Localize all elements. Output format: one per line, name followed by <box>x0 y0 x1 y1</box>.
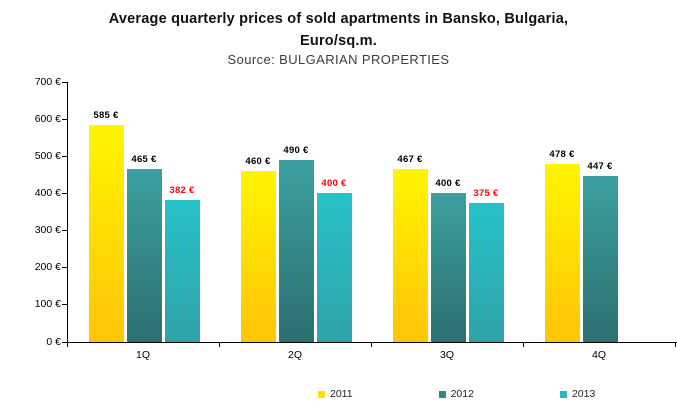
bar-slot: 382 € <box>164 82 200 342</box>
bar-slot: 465 € <box>126 82 162 342</box>
y-axis-tick <box>62 192 67 194</box>
bar-slot: 460 € <box>240 82 276 342</box>
legend-swatch-icon <box>438 390 446 398</box>
bar-value-label: 478 € <box>549 149 575 161</box>
bar-value-label: 400 € <box>321 178 347 190</box>
bar-2011-2Q <box>240 171 276 342</box>
legend-label: 2013 <box>571 388 596 400</box>
x-axis-tick <box>67 343 68 347</box>
y-axis-label: 0 € <box>46 335 61 348</box>
bar-slot: 467 € <box>392 82 428 342</box>
bar-2011-4Q <box>544 164 580 342</box>
y-axis-tick <box>62 341 67 343</box>
y-axis-tick <box>62 230 67 232</box>
bar-2013-3Q <box>468 202 504 342</box>
legend-item-2011: 2011 <box>318 388 353 400</box>
y-axis-label: 300 € <box>34 224 61 237</box>
legend-swatch-icon <box>318 390 325 398</box>
legend-swatch-icon <box>559 390 567 398</box>
bar-slot: 478 € <box>544 82 580 342</box>
legend-item-2012: 2012 <box>438 388 474 400</box>
chart-title-line1: Average quarterly prices of sold apartme… <box>108 11 569 27</box>
bar-value-label: 460 € <box>245 156 271 168</box>
bar-groups: 585 € 465 € 382 € 460 € 490 € 400 € 467 € 400 €… <box>68 82 677 342</box>
y-axis-tick <box>62 155 67 157</box>
x-axis-tick <box>523 343 524 347</box>
x-axis-label: 2Q <box>287 349 302 361</box>
bar-value-label: 375 € <box>473 187 499 199</box>
bar-slot <box>621 82 656 342</box>
bar-slot: 490 € <box>278 82 314 342</box>
bar-value-label: 400 € <box>435 178 461 190</box>
y-axis-tick <box>62 304 67 306</box>
x-axis-tick <box>675 343 676 347</box>
bar-2012-3Q <box>430 193 466 342</box>
y-axis-label: 600 € <box>34 112 61 125</box>
bar-value-label: 447 € <box>587 160 613 172</box>
bar-group-1Q: 585 € 465 € 382 € <box>68 82 220 342</box>
bar-2011-3Q <box>392 168 428 342</box>
bar-group-4Q: 478 € 447 € <box>524 82 676 342</box>
bar-2012-4Q <box>582 175 618 342</box>
y-axis-label: 700 € <box>34 75 61 88</box>
bar-value-label: 585 € <box>93 109 119 121</box>
y-axis-tick <box>62 267 67 269</box>
bar-2012-1Q <box>126 169 162 342</box>
chart-source: Source: BULGARIAN PROPERTIES <box>227 52 450 67</box>
bar-2011-1Q <box>88 124 124 342</box>
y-axis-label: 500 € <box>34 149 61 162</box>
x-axis-tick <box>219 343 220 347</box>
legend: 2011 2012 2013 <box>318 388 595 400</box>
y-axis-tick <box>62 118 67 120</box>
legend-label: 2012 <box>450 388 474 400</box>
x-axis-label: 4Q <box>591 349 606 361</box>
chart-title: Average quarterly prices of sold apartme… <box>0 8 677 52</box>
legend-item-2013: 2013 <box>559 388 596 400</box>
bar-slot: 375 € <box>468 82 504 342</box>
bar-slot: 400 € <box>430 82 466 342</box>
plot-area: 585 € 465 € 382 € 460 € 490 € 400 € 467 € 400 €… <box>67 82 677 343</box>
bar-value-label: 467 € <box>397 153 423 165</box>
legend-label: 2011 <box>330 388 353 400</box>
chart-title-line2: Euro/sq.m. <box>300 33 377 49</box>
bar-2013-2Q <box>316 193 352 342</box>
y-axis-label: 400 € <box>34 186 61 199</box>
bar-group-2Q: 460 € 490 € 400 € <box>220 82 372 342</box>
x-axis-label: 1Q <box>135 349 150 361</box>
bar-value-label: 465 € <box>131 154 157 166</box>
bar-value-label: 490 € <box>283 145 309 156</box>
bar-2013-1Q <box>164 200 200 342</box>
bar-slot: 585 € <box>88 82 124 342</box>
x-axis-tick <box>371 343 372 347</box>
y-axis-tick <box>62 81 67 83</box>
bar-2012-2Q <box>278 160 314 342</box>
bar-slot: 400 € <box>316 82 352 342</box>
bar-value-label: 382 € <box>169 185 195 197</box>
y-axis-label: 100 € <box>34 298 61 311</box>
y-axis-label: 200 € <box>34 261 61 274</box>
bar-slot: 447 € <box>582 82 618 342</box>
x-axis-label: 3Q <box>439 349 454 361</box>
bar-group-3Q: 467 € 400 € 375 € <box>372 82 524 342</box>
